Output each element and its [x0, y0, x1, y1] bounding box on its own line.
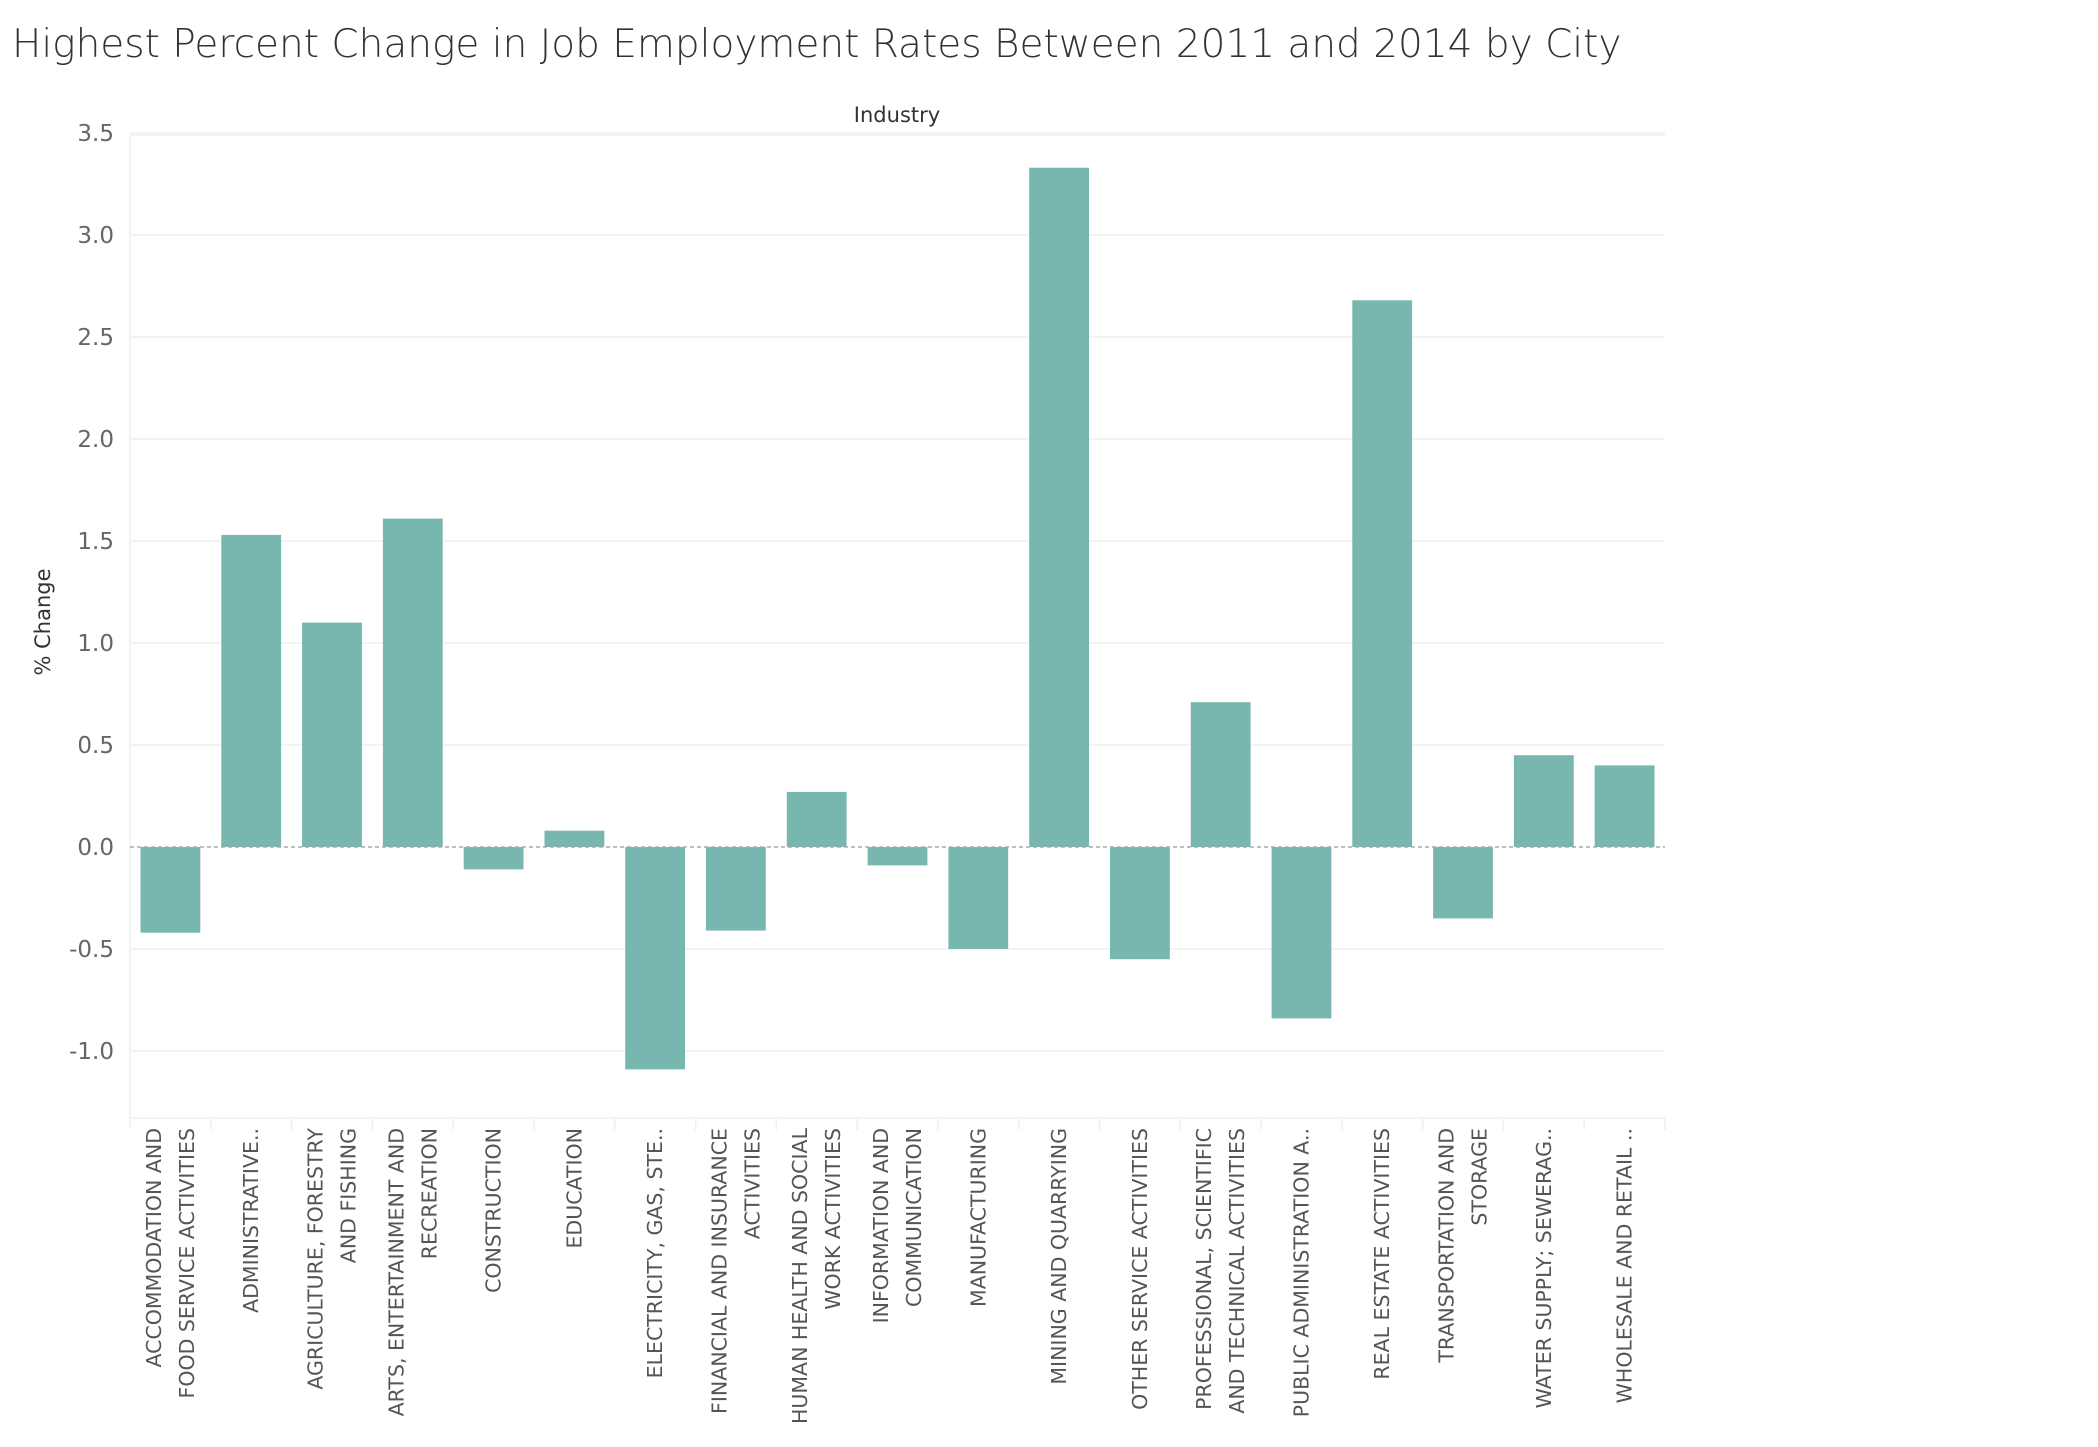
- category-label-line: AND FISHING: [337, 1128, 361, 1263]
- category-label-line: REAL ESTATE ACTIVITIES: [1370, 1128, 1394, 1380]
- bar[interactable]: [463, 847, 524, 870]
- bar[interactable]: [140, 847, 201, 933]
- category-label: AGRICULTURE, FORESTRY AND FISHING: [304, 1128, 361, 1390]
- category-label-line: MANUFACTURING: [966, 1128, 990, 1307]
- category-label: TRANSPORTATION AND STORAGE: [1435, 1128, 1492, 1364]
- bar[interactable]: [706, 847, 766, 931]
- category-label-line: AND TECHNICAL ACTIVITIES: [1225, 1128, 1249, 1414]
- bar[interactable]: [1029, 167, 1089, 847]
- category-label: PROFESSIONAL, SCIENTIFIC AND TECHNICAL AC…: [1192, 1128, 1249, 1414]
- category-label-line: INFORMATION AND: [869, 1128, 893, 1323]
- category-label: WATER SUPPLY; SEWERAG..: [1532, 1128, 1556, 1408]
- bar[interactable]: [625, 847, 685, 1070]
- bar[interactable]: [1271, 847, 1332, 1019]
- y-tick-label: -0.5: [69, 937, 114, 963]
- category-label: CONSTRUCTION: [482, 1128, 506, 1293]
- y-tick-label: 3.5: [77, 121, 114, 147]
- y-tick-label: 2.5: [77, 325, 114, 351]
- category-label-line: WHOLESALE AND RETAIL ..: [1613, 1128, 1637, 1403]
- y-axis-title: % Change: [31, 568, 55, 675]
- category-label-line: HUMAN HEALTH AND SOCIAL: [788, 1127, 812, 1424]
- category-label: MANUFACTURING: [966, 1128, 990, 1307]
- category-label-line: AGRICULTURE, FORESTRY: [304, 1128, 328, 1390]
- bar[interactable]: [302, 622, 362, 847]
- category-label-line: ARTS, ENTERTAINMENT AND: [384, 1128, 408, 1416]
- category-label-line: MINING AND QUARRYING: [1047, 1128, 1071, 1385]
- category-label-line: FOOD SERVICE ACTIVITIES: [175, 1128, 199, 1398]
- chart-title: Highest Percent Change in Job Employment…: [12, 22, 1622, 67]
- bar[interactable]: [1594, 765, 1655, 847]
- category-label: FINANCIAL AND INSURANCE ACTIVITIES: [707, 1128, 764, 1414]
- bars: [140, 167, 1655, 1070]
- bar[interactable]: [221, 534, 282, 847]
- category-label-line: STORAGE: [1468, 1128, 1492, 1226]
- category-label-line: PROFESSIONAL, SCIENTIFIC: [1192, 1128, 1216, 1410]
- bar[interactable]: [544, 830, 605, 847]
- category-label-line: ELECTRICITY, GAS, STE..: [643, 1128, 667, 1378]
- category-label: OTHER SERVICE ACTIVITIES: [1128, 1128, 1152, 1410]
- category-label-line: COMMUNICATION: [902, 1128, 926, 1307]
- category-label-line: RECREATION: [417, 1128, 441, 1259]
- bar[interactable]: [1190, 702, 1251, 847]
- category-label-line: PUBLIC ADMINISTRATION A..: [1289, 1128, 1313, 1417]
- category-label-line: TRANSPORTATION AND: [1435, 1128, 1459, 1364]
- category-label: HUMAN HEALTH AND SOCIAL WORK ACTIVITIES: [788, 1127, 845, 1424]
- category-label-line: WORK ACTIVITIES: [821, 1128, 845, 1310]
- bar[interactable]: [1110, 847, 1170, 960]
- category-label-line: OTHER SERVICE ACTIVITIES: [1128, 1128, 1152, 1410]
- category-label: PUBLIC ADMINISTRATION A..: [1289, 1128, 1313, 1417]
- category-label: ADMINISTRATIVE..: [239, 1128, 263, 1313]
- bar[interactable]: [1513, 755, 1574, 847]
- category-label: ARTS, ENTERTAINMENT AND RECREATION: [384, 1128, 441, 1416]
- category-label: REAL ESTATE ACTIVITIES: [1370, 1128, 1394, 1380]
- category-label: MINING AND QUARRYING: [1047, 1128, 1071, 1385]
- category-label: WHOLESALE AND RETAIL ..: [1613, 1128, 1637, 1403]
- bar[interactable]: [382, 518, 443, 847]
- bar[interactable]: [867, 847, 928, 866]
- y-tick-label: 1.5: [77, 529, 114, 555]
- category-label-line: FINANCIAL AND INSURANCE: [707, 1128, 731, 1414]
- x-axis-categories: ACCOMMODATION AND FOOD SERVICE ACTIVITIES…: [142, 1127, 1637, 1424]
- category-label-line: ADMINISTRATIVE..: [239, 1128, 263, 1313]
- category-label-line: CONSTRUCTION: [482, 1128, 506, 1293]
- category-label-line: ACTIVITIES: [740, 1128, 764, 1239]
- bar[interactable]: [1352, 300, 1413, 847]
- y-tick-label: 0.5: [77, 733, 114, 759]
- y-tick-label: 0.0: [77, 835, 114, 861]
- category-label: INFORMATION AND COMMUNICATION: [869, 1128, 926, 1323]
- gridlines: [129, 132, 1666, 1130]
- x-axis-title: Industry: [854, 103, 940, 127]
- category-label: ELECTRICITY, GAS, STE..: [643, 1128, 667, 1378]
- category-label: EDUCATION: [562, 1128, 586, 1249]
- y-axis-ticks: 3.5 3.0 2.5 2.0 1.5 1.0 0.5 0.0 -0.5 -1.0: [69, 121, 114, 1065]
- y-tick-label: 3.0: [77, 223, 114, 249]
- category-label-line: ACCOMMODATION AND: [142, 1128, 166, 1368]
- category-label-line: EDUCATION: [562, 1128, 586, 1249]
- category-label-line: WATER SUPPLY; SEWERAG..: [1532, 1128, 1556, 1408]
- y-tick-label: -1.0: [69, 1039, 114, 1065]
- bar[interactable]: [948, 847, 1009, 949]
- y-tick-label: 2.0: [77, 427, 114, 453]
- category-label: ACCOMMODATION AND FOOD SERVICE ACTIVITIES: [142, 1128, 199, 1398]
- y-tick-label: 1.0: [77, 631, 114, 657]
- bar[interactable]: [1433, 847, 1493, 919]
- bar[interactable]: [786, 791, 847, 847]
